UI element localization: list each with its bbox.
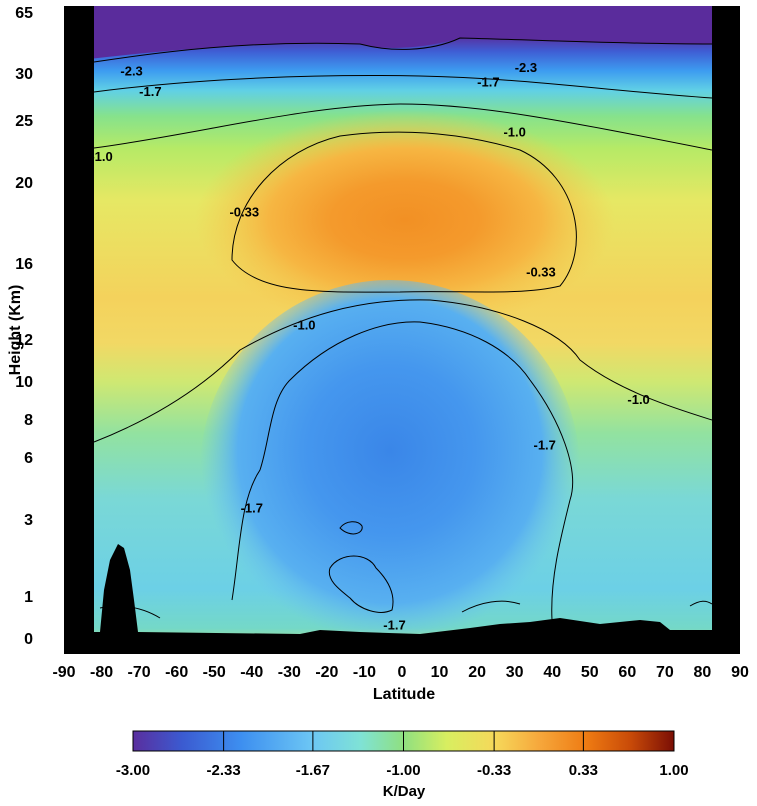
- colorbar-tick-label: -0.33: [477, 762, 511, 779]
- x-tick-label: -90: [52, 664, 75, 681]
- x-tick-label: -40: [240, 664, 263, 681]
- contour-label: -1.7: [477, 74, 499, 89]
- left-mask: [64, 6, 94, 654]
- contour-label: -1.7: [241, 501, 263, 516]
- x-tick-label: 30: [506, 664, 524, 681]
- colorbar-tick-label: -1.00: [386, 762, 420, 779]
- x-tick-label: 10: [431, 664, 449, 681]
- colorbar-tick-label: 0.33: [569, 762, 598, 779]
- colorbar-tick-label: -3.00: [116, 762, 150, 779]
- x-tick-label: -80: [90, 664, 113, 681]
- cold-region: [200, 280, 580, 654]
- x-tick-label: -70: [128, 664, 151, 681]
- y-axis-title: Height (Km): [7, 285, 24, 376]
- warm-region: [195, 110, 615, 330]
- x-tick-label: -20: [315, 664, 338, 681]
- colorbar-tick-label: -2.33: [207, 762, 241, 779]
- colorbar-ticks: -3.00 -2.33 -1.67 -1.00 -0.33 0.33 1.00: [116, 731, 689, 779]
- contour-label: -1.7: [139, 84, 161, 99]
- y-tick-label: 65: [15, 5, 33, 22]
- colorbar-tick-label: 1.00: [659, 762, 688, 779]
- colorbar: -3.00 -2.33 -1.67 -1.00 -0.33 0.33 1.00 K/Day: [116, 730, 689, 800]
- contour-label: -2.3: [120, 63, 142, 78]
- x-tick-label: 0: [398, 664, 407, 681]
- contour-label: -1.7: [534, 438, 556, 453]
- x-tick-label: 90: [731, 664, 749, 681]
- x-tick-label: 50: [581, 664, 599, 681]
- y-tick-label: 30: [15, 66, 33, 83]
- right-mask: [712, 6, 740, 654]
- y-tick-label: 6: [24, 450, 33, 467]
- x-tick-label: 20: [468, 664, 486, 681]
- y-tick-label: 20: [15, 175, 33, 192]
- y-tick-label: 16: [15, 256, 33, 273]
- y-tick-label: 12: [15, 332, 33, 349]
- x-tick-label: -30: [278, 664, 301, 681]
- contour-label: -1.0: [627, 392, 649, 407]
- y-tick-label: 10: [15, 374, 33, 391]
- x-tick-label: 40: [543, 664, 561, 681]
- y-tick-label: 0: [24, 631, 33, 648]
- contour-label: -1.7: [383, 617, 405, 632]
- contour-label: -0.33: [229, 204, 259, 219]
- colorbar-label: K/Day: [383, 783, 426, 800]
- contour-label: -0.33: [526, 265, 556, 280]
- x-tick-label: -60: [165, 664, 188, 681]
- x-tick-label: 60: [618, 664, 636, 681]
- x-tick-label: -50: [203, 664, 226, 681]
- upper-band: [64, 6, 740, 62]
- y-tick-label: 3: [24, 512, 33, 529]
- y-axis-ticks: 0 1 3 6 8 10 12 16 20 25 30 65: [15, 5, 33, 648]
- x-tick-label: 80: [694, 664, 712, 681]
- contour-labels: -2.3 -2.3 -1.7 -1.7 -1.0 -1.0 -0.33 -0.33 -1.0 -1…: [90, 60, 649, 633]
- contour-label: -2.3: [515, 60, 537, 75]
- topography: [64, 544, 712, 654]
- contour-label: -1.0: [90, 149, 112, 164]
- x-tick-label: 70: [656, 664, 674, 681]
- x-tick-label: -10: [353, 664, 376, 681]
- x-axis-title: Latitude: [373, 686, 435, 703]
- x-axis-ticks: -90 -80 -70 -60 -50 -40 -30 -20 -10 0 10 20 30 40 50 60…: [52, 664, 749, 681]
- colorbar-tick-label: -1.67: [296, 762, 330, 779]
- contour-lines: [93, 37, 713, 621]
- contour-label: -1.0: [503, 124, 525, 139]
- y-tick-label: 1: [24, 589, 33, 606]
- contour-label: -1.0: [293, 318, 315, 333]
- y-tick-label: 8: [24, 412, 33, 429]
- y-tick-label: 25: [15, 113, 33, 130]
